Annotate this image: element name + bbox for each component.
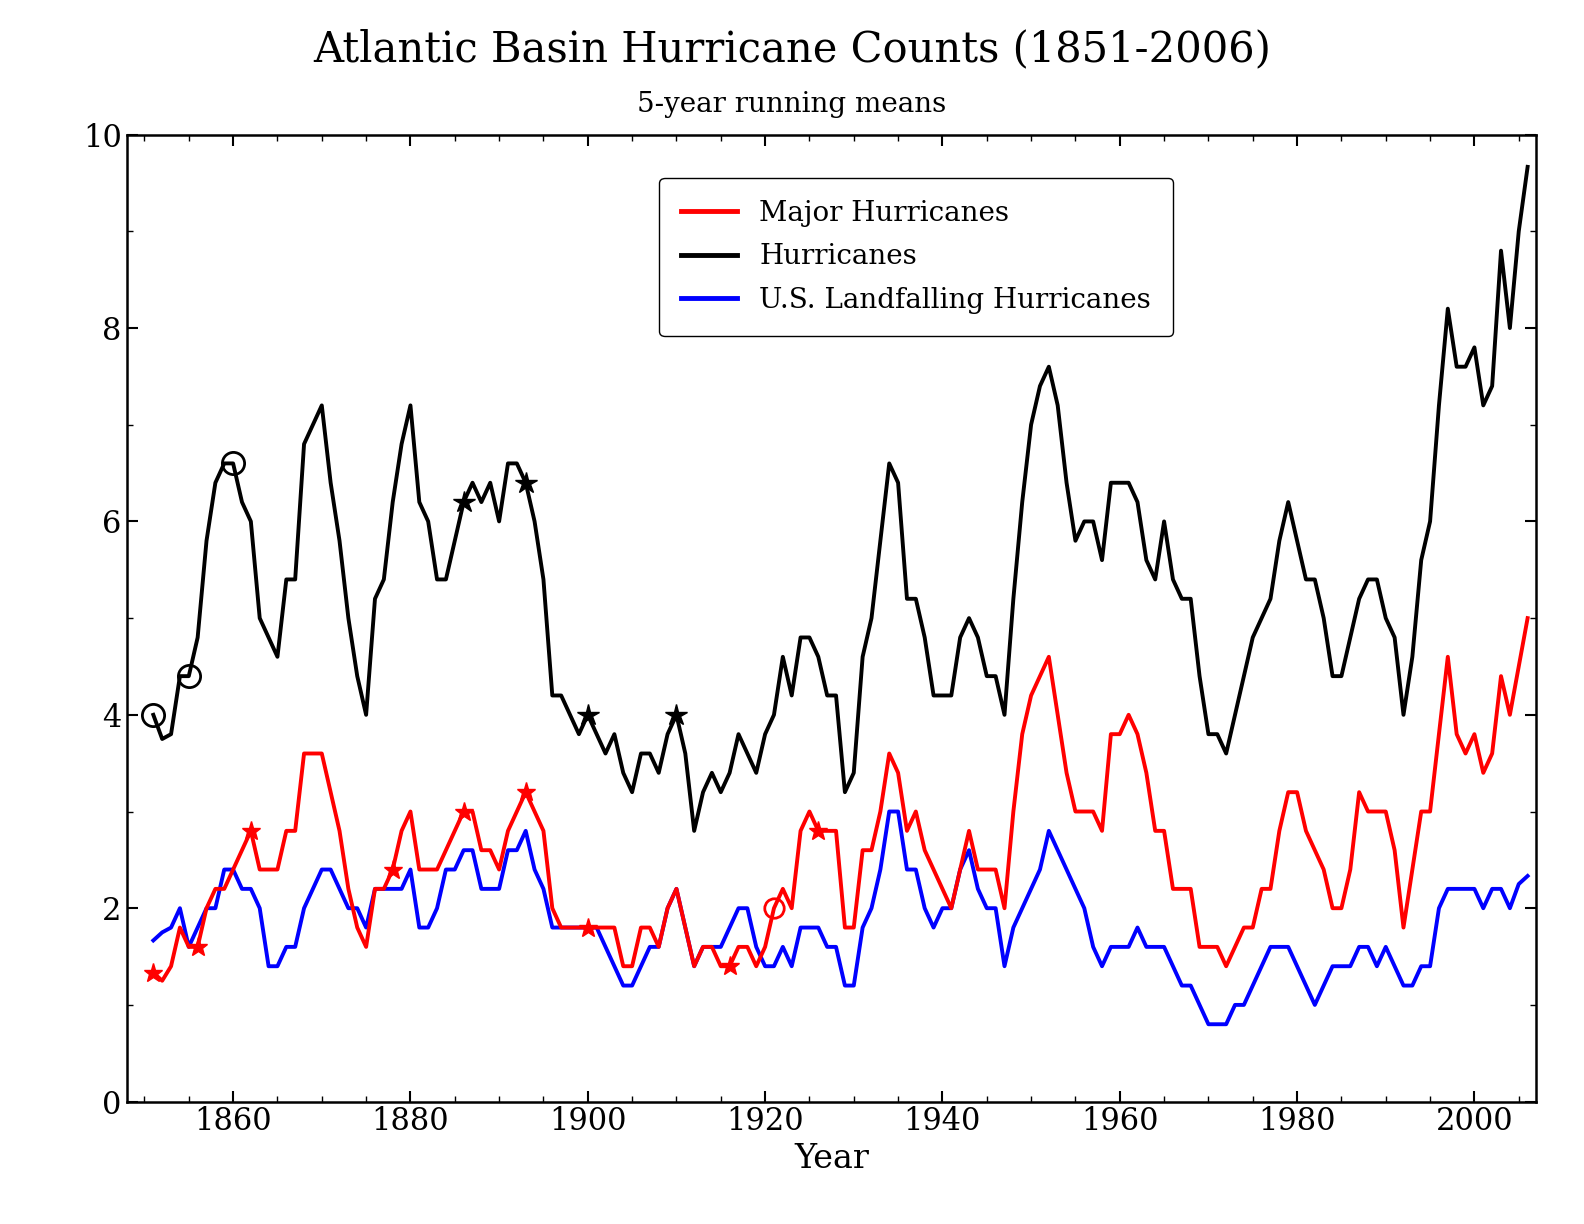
Text: Atlantic Basin Hurricane Counts (1851-2006): Atlantic Basin Hurricane Counts (1851-20… — [314, 28, 1270, 70]
Legend: Major Hurricanes, Hurricanes, U.S. Landfalling Hurricanes: Major Hurricanes, Hurricanes, U.S. Landf… — [659, 177, 1174, 337]
X-axis label: Year: Year — [794, 1143, 870, 1175]
Text: 5-year running means: 5-year running means — [637, 91, 947, 118]
